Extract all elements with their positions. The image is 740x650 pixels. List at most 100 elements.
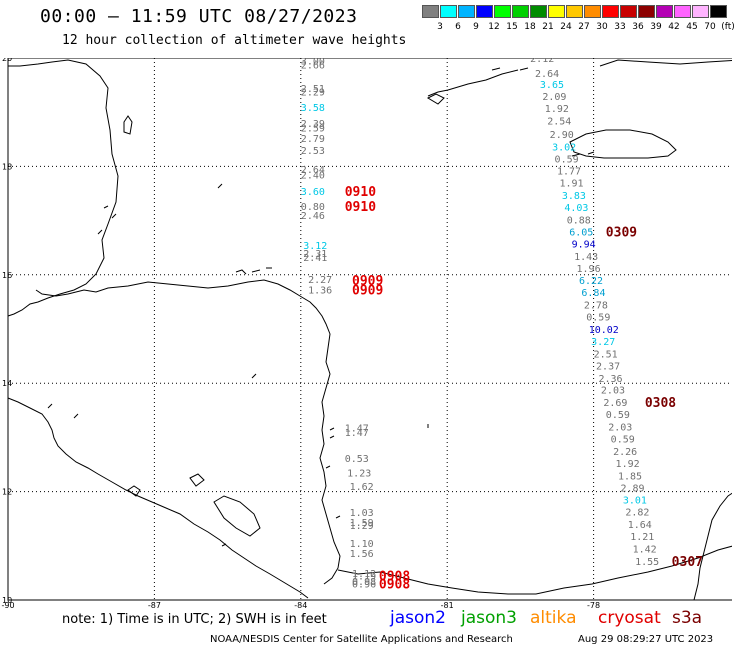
wave-height-value: 10.02 <box>589 325 619 336</box>
colorbar-swatch <box>548 5 565 18</box>
lat-label: 20 <box>2 58 12 63</box>
colorbar-swatch <box>674 5 691 18</box>
lat-label: 14 <box>2 379 12 388</box>
cozumel-island <box>123 115 133 135</box>
colorbar-label: 24 <box>560 22 572 32</box>
lake-managua <box>189 473 205 487</box>
wave-height-value: 2.27 <box>308 275 332 286</box>
gulf-of-fonseca <box>127 485 141 497</box>
colorbar-swatch <box>620 5 637 18</box>
pass-time-label: 0910 <box>345 200 376 215</box>
legend-cryosat: cryosat <box>598 608 661 628</box>
wave-height-value: 2.79 <box>301 134 325 145</box>
wave-height-value: 3.65 <box>540 80 564 91</box>
wave-height-value: 1.23 <box>347 469 371 480</box>
wave-height-value: 0.88 <box>567 216 591 227</box>
wave-height-value: 2.39 <box>301 119 325 130</box>
wave-height-value: 3.27 <box>591 337 615 348</box>
colorbar-label: 15 <box>506 22 518 32</box>
wave-height-value: 1.43 <box>574 252 598 263</box>
wave-height-value: 1.62 <box>350 482 374 493</box>
lon-label: -78 <box>587 601 600 608</box>
colorbar-swatch <box>458 5 475 18</box>
wave-height-value: 1.56 <box>350 549 374 560</box>
pass-time-label: 0908 <box>379 578 410 593</box>
small-islands-west <box>47 403 227 547</box>
wave-height-value: 3.12 <box>303 241 327 252</box>
wave-height-value: 1.96 <box>577 264 601 275</box>
colorbar-label: 36 <box>632 22 644 32</box>
colorbar-swatch <box>638 5 655 18</box>
pass-time-label: 0309 <box>606 225 637 240</box>
colorbar-swatch <box>566 5 583 18</box>
wave-height-value: 6.84 <box>581 288 605 299</box>
latitude-labels: 20 18 16 14 12 10 <box>2 58 12 605</box>
wave-height-value: 2.64 <box>301 165 325 176</box>
colorbar-label: 33 <box>614 22 626 32</box>
map-subtitle: 12 hour collection of altimeter wave hei… <box>62 33 407 48</box>
wave-height-value: 2.46 <box>301 211 325 222</box>
cayman-islands <box>491 67 595 157</box>
colorbar-label: 70 <box>704 22 716 32</box>
wave-height-value: 2.54 <box>547 116 571 127</box>
colorbar-label: 6 <box>455 22 461 32</box>
lon-label: -87 <box>148 601 161 608</box>
wave-height-value: 2.12 <box>530 58 554 65</box>
wave-height-value: 1.47 <box>345 424 369 435</box>
wave-height-value: 9.94 <box>572 239 596 250</box>
wave-height-value: 3.02 <box>552 142 576 153</box>
wave-height-value: 1.92 <box>545 104 569 115</box>
wave-height-value: 2.09 <box>542 92 566 103</box>
cuba-coast <box>427 67 529 97</box>
wave-height-value: 2.37 <box>596 361 620 372</box>
corn-islands <box>335 515 341 519</box>
wave-height-value: 2.59 <box>301 123 325 134</box>
wave-height-value: 3.00 <box>301 58 325 68</box>
miskito-cays <box>325 427 335 469</box>
wave-height-value: 1.55 <box>635 557 659 568</box>
wave-height-value: 1.10 <box>350 539 374 550</box>
isle-of-youth <box>426 93 445 105</box>
units-note: note: 1) Time is in UTC; 2) SWH is in fe… <box>62 612 327 627</box>
wave-height-value: 1.19 <box>352 572 376 583</box>
yucatan-cays <box>97 205 117 235</box>
lon-label: -90 <box>1 601 14 608</box>
colombia-coast <box>693 492 732 601</box>
wave-height-value: 2.82 <box>625 508 649 519</box>
colorbar-label: 9 <box>473 22 479 32</box>
legend-s3a: s3a <box>672 608 703 628</box>
wave-height-value: 3.83 <box>562 191 586 202</box>
longitude-labels: -90-87-84-81-78-75 <box>1 601 600 608</box>
pass-time-label: 0910 <box>345 185 376 200</box>
colorbar-swatch <box>656 5 673 18</box>
yucatan-coast <box>7 59 119 317</box>
guatemala-coast <box>7 397 309 599</box>
wave-height-value: 1.36 <box>308 285 332 296</box>
wave-height-value: 0.59 <box>586 313 610 324</box>
lake-nicaragua <box>213 495 261 537</box>
wave-height-value: 1.91 <box>559 179 583 190</box>
colorbar-label: 3 <box>437 22 443 32</box>
wave-height-value: 2.66 <box>301 61 325 72</box>
lon-label: -81 <box>441 601 454 608</box>
colorbar-swatch <box>494 5 511 18</box>
colorbar-swatch <box>422 5 439 18</box>
lon-label: -84 <box>294 601 307 608</box>
wave-height-value: 2.29 <box>301 88 325 99</box>
colorbar-label: 45 <box>686 22 698 32</box>
wave-height-value: 1.29 <box>350 521 374 532</box>
wave-height-value: 2.31 <box>303 249 327 260</box>
wave-height-value: 2.36 <box>598 374 622 385</box>
colorbar-swatch <box>476 5 493 18</box>
wave-height-values: 3.002.662.512.293.582.392.592.792.532.64… <box>301 58 659 591</box>
bay-islands <box>235 267 272 275</box>
wave-height-value: 2.69 <box>603 398 627 409</box>
wave-height-value: 2.53 <box>301 146 325 157</box>
wave-height-value: 1.77 <box>557 167 581 178</box>
wave-height-value: 4.03 <box>564 203 588 214</box>
wave-height-value: 3.60 <box>301 187 325 198</box>
belize-honduras-coast <box>35 279 341 585</box>
pass-time-label: 0909 <box>352 283 383 298</box>
wave-height-value: 1.64 <box>628 520 652 531</box>
